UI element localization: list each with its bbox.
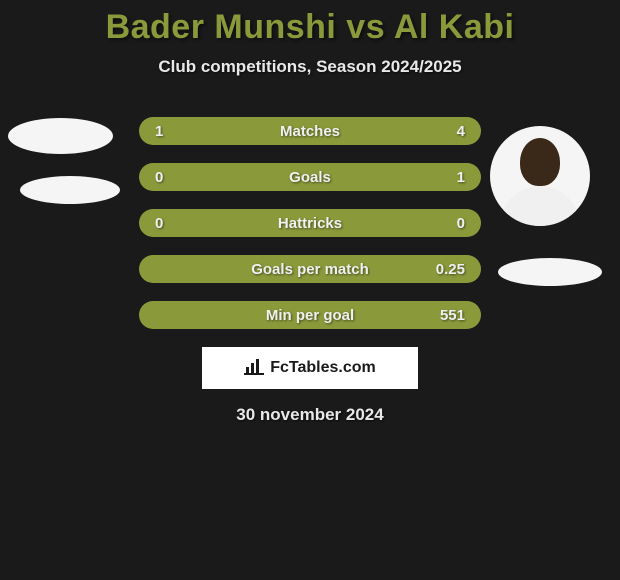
stat-right-value: 4 [435, 123, 465, 140]
comparison-container: Bader Munshi vs Al Kabi Club competition… [0, 0, 620, 425]
stat-label: Hattricks [278, 215, 342, 232]
stat-label: Matches [280, 123, 340, 140]
stat-right-value: 0 [435, 215, 465, 232]
stat-row-hattricks: 0 Hattricks 0 [139, 209, 481, 237]
stat-left-value: 0 [155, 215, 185, 232]
stat-row-min-per-goal: Min per goal 551 [139, 301, 481, 329]
player-right-placeholder-2 [498, 258, 602, 286]
stats-list: 1 Matches 4 0 Goals 1 0 Hattricks 0 Goal… [139, 117, 481, 329]
stat-left-value: 0 [155, 169, 185, 186]
chart-icon [244, 357, 264, 380]
avatar-head [520, 138, 560, 186]
player-left-avatar-placeholder-2 [20, 176, 120, 204]
date-text: 30 november 2024 [0, 405, 620, 425]
stat-row-goals: 0 Goals 1 [139, 163, 481, 191]
avatar-figure [490, 126, 590, 226]
player-right-avatar [490, 126, 590, 226]
stat-label: Min per goal [266, 307, 354, 324]
stat-right-value: 1 [435, 169, 465, 186]
stat-right-value: 0.25 [435, 261, 465, 278]
page-subtitle: Club competitions, Season 2024/2025 [0, 57, 620, 77]
avatar-shoulders [500, 186, 580, 226]
stat-label: Goals per match [251, 261, 369, 278]
stat-label: Goals [289, 169, 331, 186]
stat-row-matches: 1 Matches 4 [139, 117, 481, 145]
page-title: Bader Munshi vs Al Kabi [0, 8, 620, 47]
stat-left-value: 1 [155, 123, 185, 140]
stat-right-value: 551 [435, 307, 465, 324]
player-left-avatar-placeholder-1 [8, 118, 113, 154]
logo-text: FcTables.com [270, 359, 376, 377]
stat-row-goals-per-match: Goals per match 0.25 [139, 255, 481, 283]
source-logo-box: FcTables.com [202, 347, 418, 389]
